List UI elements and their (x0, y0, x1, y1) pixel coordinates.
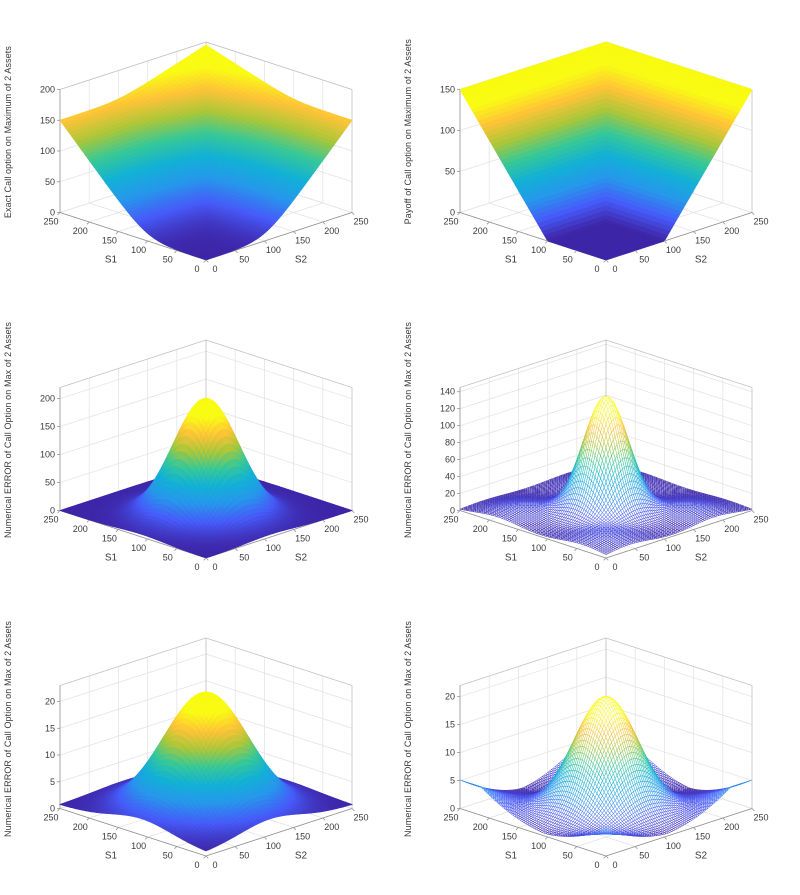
z-axis-label: Numerical ERROR of Call Option on Max of… (3, 620, 13, 837)
z-axis-label-wrap: Numerical ERROR of Call Option on Max of… (0, 298, 16, 596)
z-axis-label: Exact Call option on Maximum of 2 Assets (3, 45, 13, 219)
z-axis-label: Payoff of Call option on Maximum of 2 As… (403, 39, 413, 225)
surface-plot-canvas-payoff (416, 3, 798, 295)
chart-cell-exact-call: Exact Call option on Maximum of 2 Assets (0, 0, 400, 298)
z-axis-label-wrap: Numerical ERROR of Call Option on Max of… (400, 596, 416, 895)
chart-cell-error-mesh-coarse: Numerical ERROR of Call Option on Max of… (400, 298, 800, 596)
surface-plot-canvas-error-3 (16, 599, 398, 891)
z-axis-label: Numerical ERROR of Call Option on Max of… (403, 322, 413, 538)
surface-plot-canvas-error-4 (416, 599, 798, 891)
z-axis-label: Numerical ERROR of Call Option on Max of… (403, 620, 413, 837)
chart-cell-error-surf-coarse: Numerical ERROR of Call Option on Max of… (0, 298, 400, 596)
z-axis-label-wrap: Numerical ERROR of Call Option on Max of… (0, 596, 16, 895)
surface-plot-canvas-error-1 (16, 301, 398, 593)
z-axis-label: Numerical ERROR of Call Option on Max of… (3, 322, 13, 538)
z-axis-label-wrap: Numerical ERROR of Call Option on Max of… (400, 298, 416, 596)
surface-plot-canvas-exact-call (16, 3, 398, 295)
chart-cell-error-surf-fine: Numerical ERROR of Call Option on Max of… (0, 596, 400, 895)
chart-cell-payoff: Payoff of Call option on Maximum of 2 As… (400, 0, 800, 298)
surface-plot-canvas-error-2 (416, 301, 798, 593)
chart-cell-error-mesh-fine: Numerical ERROR of Call Option on Max of… (400, 596, 800, 895)
z-axis-label-wrap: Payoff of Call option on Maximum of 2 As… (400, 0, 416, 298)
z-axis-label-wrap: Exact Call option on Maximum of 2 Assets (0, 0, 16, 298)
